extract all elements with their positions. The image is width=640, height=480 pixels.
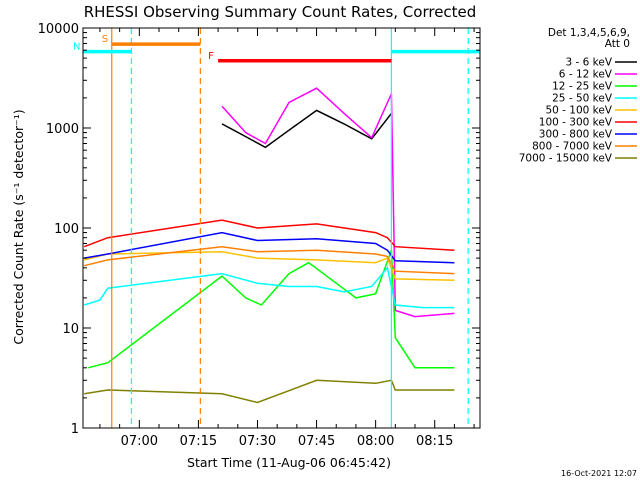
x-axis-label: Start Time (11-Aug-06 06:45:42) — [187, 455, 391, 470]
x-tick-label: 07:45 — [298, 434, 335, 449]
legend-entry-label: 800 - 7000 keV — [532, 141, 613, 153]
y-tick-label: 100 — [54, 222, 79, 237]
timestamp: 16-Oct-2021 12:07 — [561, 469, 637, 478]
y-tick-label: 1000 — [46, 122, 79, 137]
series-line — [84, 245, 455, 275]
x-tick-label: 07:00 — [121, 434, 158, 449]
y-tick-label: 10000 — [38, 22, 79, 37]
y-tick-label: 10 — [62, 322, 79, 337]
series-line — [84, 379, 455, 404]
legend-entry-label: 50 - 100 keV — [545, 105, 612, 117]
x-tick-label: 07:30 — [239, 434, 276, 449]
legend-entry-label: 3 - 6 keV — [565, 57, 612, 69]
x-tick-label: 08:00 — [357, 434, 394, 449]
series-line — [83, 219, 455, 251]
legend-header: Det 1,3,4,5,6,9, — [548, 27, 630, 39]
axes-layer: 1 10 100 1000 10000 07:00 07:15 07:30 07:45 08:00… — [38, 22, 481, 449]
series-line — [221, 109, 392, 149]
markers-layer: S N F — [73, 28, 480, 428]
legend-entry-label: 25 - 50 keV — [552, 93, 613, 105]
state-bar-label: S — [102, 34, 108, 45]
series-line — [84, 250, 455, 282]
legend-entry-label: 100 - 300 keV — [539, 117, 613, 129]
state-bar-label: N — [73, 42, 80, 53]
x-tick-label: 07:15 — [180, 434, 217, 449]
series-line — [83, 266, 455, 309]
series-layer — [83, 87, 455, 404]
legend-entry-label: 12 - 25 keV — [552, 81, 613, 93]
y-tick-label: 1 — [71, 422, 79, 437]
series-line — [84, 231, 455, 264]
legend-entry-label: 300 - 800 keV — [539, 129, 613, 141]
x-tick-label: 08:15 — [416, 434, 453, 449]
legend-entry-label: 7000 - 15000 keV — [519, 153, 613, 165]
legend-header: Att 0 — [605, 38, 630, 50]
chart-title: RHESSI Observing Summary Count Rates, Co… — [84, 3, 477, 21]
series-line — [221, 87, 455, 318]
state-bar-label: F — [208, 51, 214, 62]
legend-entry-label: 6 - 12 keV — [559, 69, 613, 81]
y-axis-label: Corrected Count Rate (s⁻¹ detector⁻¹) — [11, 109, 26, 344]
series-line — [87, 249, 455, 369]
